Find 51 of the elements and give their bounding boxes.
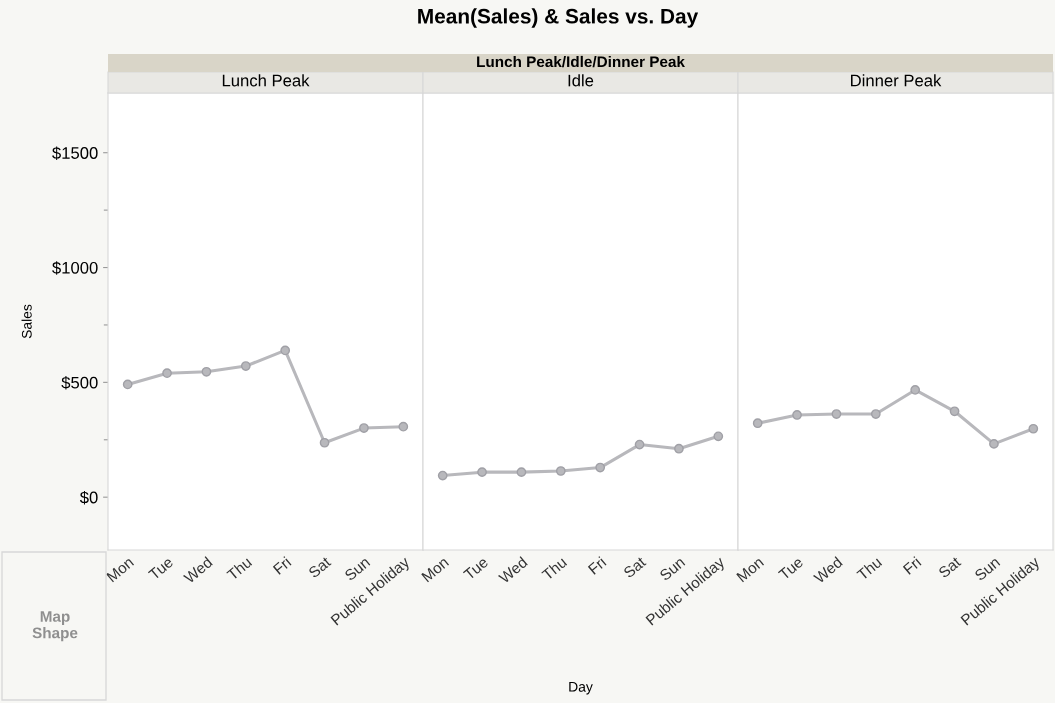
point bbox=[752, 418, 763, 429]
x-tick-label: Thu bbox=[225, 556, 253, 581]
point bbox=[674, 443, 684, 454]
x-tick-label: Sat bbox=[622, 555, 647, 579]
point bbox=[831, 409, 842, 419]
x-tick-label: Tue bbox=[777, 556, 804, 581]
point bbox=[359, 423, 369, 433]
point bbox=[477, 467, 487, 478]
y-tick-label: $1000 bbox=[52, 261, 98, 275]
point bbox=[555, 466, 566, 476]
point bbox=[792, 410, 802, 420]
text: Mean(Sales) & Sales vs. Day bbox=[418, 8, 699, 28]
x-tick-label: Sat bbox=[937, 555, 962, 579]
point bbox=[280, 345, 291, 356]
x-tick-label: Sat bbox=[307, 555, 332, 579]
y-tick-label: $0 bbox=[79, 490, 98, 505]
x-tick-label: Thu bbox=[540, 556, 568, 581]
x-tick-label: Fri bbox=[272, 556, 292, 575]
point bbox=[870, 409, 881, 419]
text: Lunch Peak/Idle/Dinner Peak bbox=[477, 55, 685, 68]
x-tick-label: Tue bbox=[462, 556, 489, 581]
point bbox=[910, 385, 921, 395]
point bbox=[634, 439, 645, 450]
text: Map Shape bbox=[32, 611, 78, 642]
x-tick-label: Mon bbox=[106, 556, 135, 583]
point bbox=[437, 470, 448, 481]
x-axis-title: Day bbox=[569, 682, 593, 695]
y-axis-title: Sales bbox=[21, 304, 32, 339]
y-tick-label: $1500 bbox=[52, 146, 98, 160]
chart-title: Lunch Peak bbox=[222, 74, 310, 87]
y-tick-label: $500 bbox=[61, 376, 98, 390]
chart-title: Dinner Peak bbox=[851, 74, 942, 87]
point bbox=[949, 406, 960, 417]
x-tick-label: Mon bbox=[421, 556, 450, 583]
point bbox=[319, 437, 330, 448]
x-tick-label: Thu bbox=[855, 556, 883, 581]
chart-title: Idle bbox=[568, 74, 594, 87]
point bbox=[201, 366, 212, 377]
point bbox=[989, 439, 999, 449]
point bbox=[398, 421, 409, 432]
x-tick-label: Mon bbox=[736, 556, 765, 583]
x-tick-label: Tue bbox=[147, 556, 174, 581]
point bbox=[240, 361, 251, 371]
point bbox=[162, 368, 172, 379]
x-tick-label: Fri bbox=[902, 556, 922, 575]
x-tick-label: Fri bbox=[587, 556, 607, 575]
point bbox=[595, 462, 606, 473]
point bbox=[516, 467, 527, 478]
point bbox=[122, 379, 133, 390]
point bbox=[713, 431, 724, 442]
point bbox=[1028, 423, 1039, 434]
